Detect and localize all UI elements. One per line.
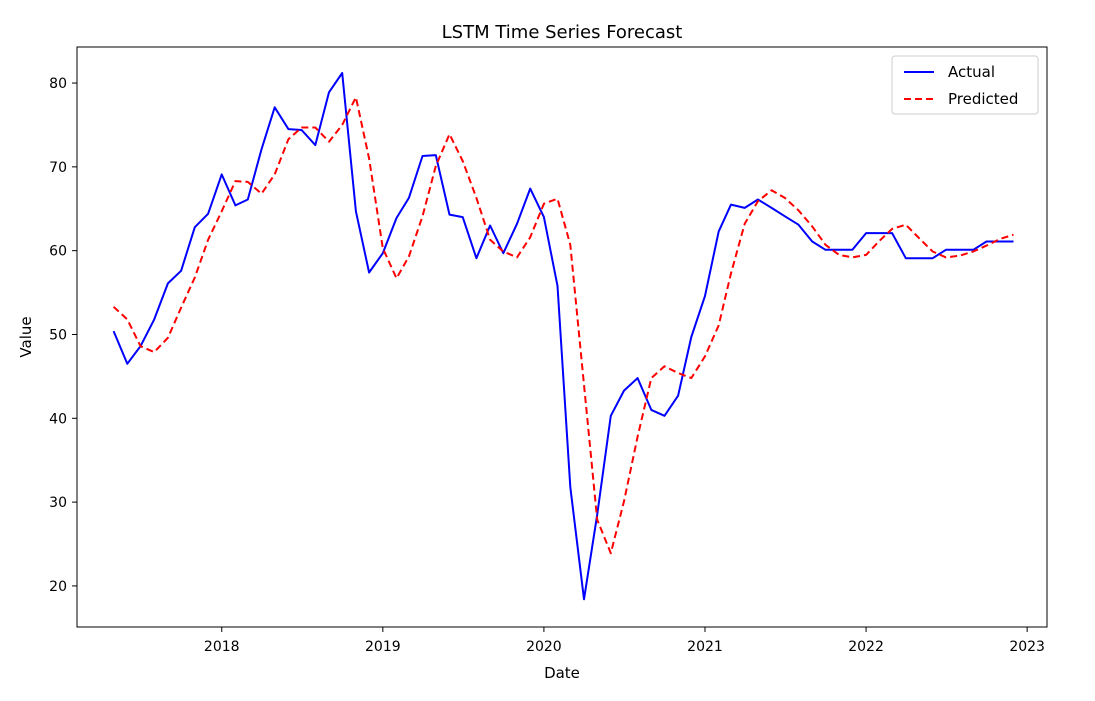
y-tick-label: 50 [49,327,67,343]
legend: Actual Predicted [891,55,1039,115]
plot-frame [76,46,1048,628]
y-tick-label: 70 [49,160,67,176]
x-tick-label: 2022 [848,639,884,655]
x-axis-label: Date [544,664,580,682]
x-tick-label: 2020 [526,639,562,655]
x-tick-label: 2018 [204,639,240,655]
y-tick-label: 30 [49,495,67,511]
y-tick-label: 60 [49,244,67,260]
legend-actual-label: Actual [948,63,995,81]
series-line-predicted [112,96,1014,555]
y-axis: 20 30 40 50 60 70 80 [49,76,77,595]
y-tick-label: 80 [49,76,67,92]
series-line-actual [112,72,1014,601]
legend-predicted-label: Predicted [948,90,1018,108]
x-tick-label: 2023 [1009,639,1045,655]
x-tick-label: 2019 [365,639,401,655]
x-tick-label: 2021 [687,639,723,655]
series-layer [112,72,1014,601]
x-axis: 2018 2019 2020 2021 2022 2023 [204,627,1045,655]
y-axis-label: Value [17,316,35,357]
y-tick-label: 40 [49,411,67,427]
chart-title: LSTM Time Series Forecast [442,22,683,43]
y-tick-label: 20 [49,579,67,595]
